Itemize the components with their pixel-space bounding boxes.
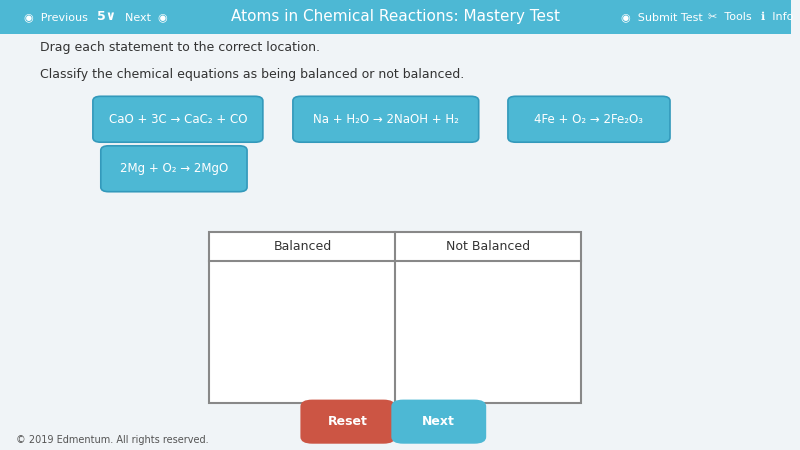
Text: © 2019 Edmentum. All rights reserved.: © 2019 Edmentum. All rights reserved. [16, 435, 209, 445]
Text: 5∨: 5∨ [98, 10, 116, 23]
Text: CaO + 3C → CaC₂ + CO: CaO + 3C → CaC₂ + CO [109, 113, 247, 126]
Text: ◉  Submit Test: ◉ Submit Test [621, 12, 702, 22]
FancyBboxPatch shape [101, 146, 247, 192]
Text: ◉  Previous: ◉ Previous [24, 12, 87, 22]
Text: 4Fe + O₂ → 2Fe₂O₃: 4Fe + O₂ → 2Fe₂O₃ [534, 113, 643, 126]
FancyBboxPatch shape [0, 0, 790, 34]
Text: Balanced: Balanced [274, 240, 331, 253]
Text: Reset: Reset [328, 415, 368, 428]
FancyBboxPatch shape [93, 96, 263, 142]
Text: Classify the chemical equations as being balanced or not balanced.: Classify the chemical equations as being… [39, 68, 464, 81]
Text: 2Mg + O₂ → 2MgO: 2Mg + O₂ → 2MgO [120, 162, 228, 175]
Text: ✂  Tools: ✂ Tools [707, 12, 751, 22]
Text: ℹ  Info: ℹ Info [762, 12, 794, 22]
Text: Drag each statement to the correct location.: Drag each statement to the correct locat… [39, 41, 319, 54]
FancyBboxPatch shape [293, 96, 478, 142]
FancyBboxPatch shape [508, 96, 670, 142]
FancyBboxPatch shape [301, 400, 395, 444]
FancyBboxPatch shape [391, 400, 486, 444]
Text: Not Balanced: Not Balanced [446, 240, 530, 253]
FancyBboxPatch shape [210, 232, 581, 403]
Text: Atoms in Chemical Reactions: Mastery Test: Atoms in Chemical Reactions: Mastery Tes… [230, 9, 560, 24]
Text: Next  ◉: Next ◉ [125, 12, 168, 22]
Text: Next: Next [422, 415, 455, 428]
Text: Na + H₂O → 2NaOH + H₂: Na + H₂O → 2NaOH + H₂ [313, 113, 458, 126]
